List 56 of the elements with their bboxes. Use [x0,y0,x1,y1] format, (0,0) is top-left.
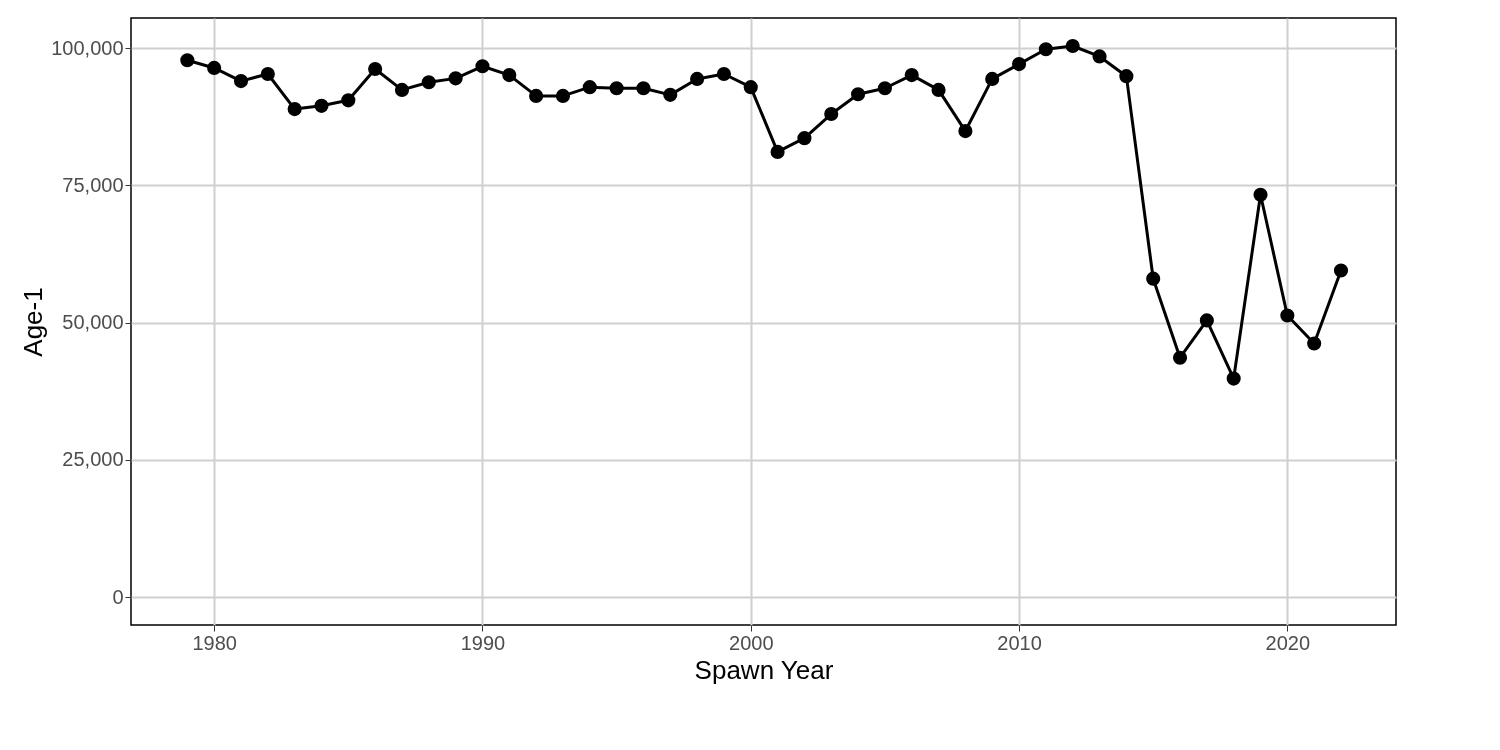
point [1253,187,1268,202]
point [931,82,946,97]
point [1333,263,1349,278]
x-axis-title: Spawn Year [694,654,834,685]
y-tick-label: 100,000 [51,36,124,59]
point [1307,336,1322,351]
point [877,81,892,96]
point [502,68,517,83]
point [716,66,731,82]
point [448,71,463,86]
point [743,80,758,95]
point [421,75,436,90]
x-tick-label: 2000 [729,631,774,654]
point [609,81,624,96]
point [797,131,812,146]
point [260,66,275,82]
point [1172,350,1188,365]
point [314,98,329,113]
point [555,88,571,103]
point [233,74,249,89]
point [287,102,302,117]
point [180,53,195,68]
x-tick-label: 1990 [460,631,506,654]
point [851,87,866,102]
point [368,61,383,77]
point [1065,38,1080,54]
point [582,80,597,95]
point [1011,57,1027,72]
point [636,81,651,96]
point [475,59,490,74]
point [958,124,973,139]
point [341,93,356,108]
point [770,144,785,159]
point [904,68,919,83]
point [394,82,410,97]
point [1280,308,1295,323]
point [824,106,839,122]
point [663,87,678,102]
y-tick-label: 0 [112,585,124,608]
y-tick-label: 75,000 [62,173,124,196]
point [1146,271,1161,286]
point [690,71,705,86]
point [207,60,222,75]
point [1226,371,1241,386]
point [1119,69,1134,84]
point [1038,42,1053,57]
y-tick-label: 50,000 [62,311,124,334]
x-tick-label: 1980 [192,631,237,654]
point [985,71,1000,86]
x-tick-label: 2010 [997,631,1042,654]
point [1092,49,1107,64]
point [529,88,544,103]
x-tick-label: 2020 [1265,631,1311,654]
point [1199,313,1214,328]
y-axis-title: Age-1 [18,287,49,357]
y-tick-label: 25,000 [62,448,124,471]
